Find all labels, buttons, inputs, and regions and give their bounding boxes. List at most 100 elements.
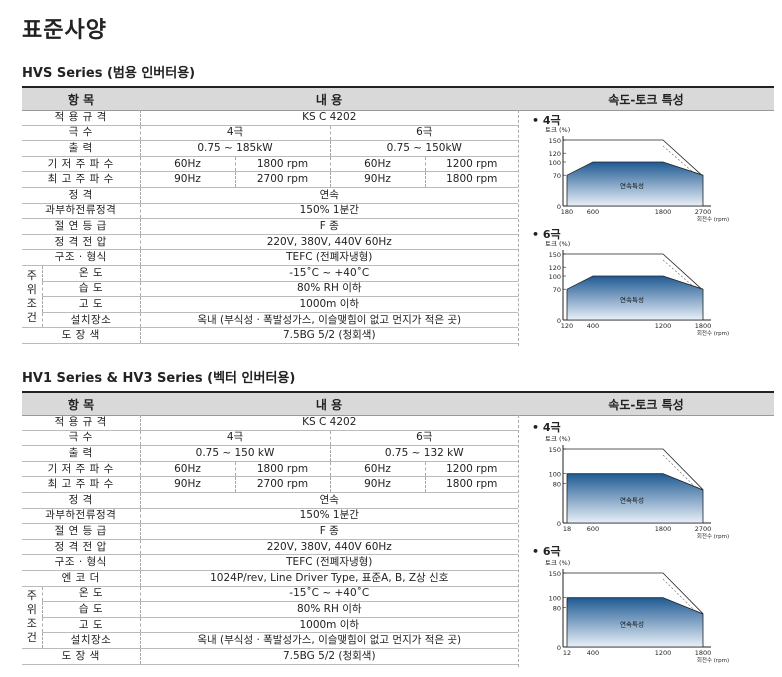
row-label: 도 장 색 [22,327,141,344]
cell-value: 60Hz [330,461,426,478]
row-value: TEFC (전폐자냉형) [140,249,519,266]
row-label: 온 도 [42,265,141,282]
x-axis-unit: 회전수 (rpm) [697,215,729,223]
table-row: 과부하전류정격 150% 1분간 [22,508,519,525]
header-chart: 속도-토크 특성 [608,398,684,412]
side-char: 조 [26,296,37,310]
y-axis-label: 토크 (%) [545,435,570,443]
row-label: 최 고 주 파 수 [22,171,141,188]
header-content: 내 용 [315,398,343,412]
y-tick-label: 150 [549,446,561,454]
cell-6pole: 0.75 ~ 150kW [330,140,519,157]
row-value: 150% 1분간 [140,203,519,220]
y-tick-label: 100 [549,471,561,479]
max-torque-line [563,448,704,490]
y-tick-label: 150 [549,251,561,259]
cell-value: 90Hz [330,171,426,188]
y-tick-label: 70 [553,172,561,180]
row-value: KS C 4202 [140,415,519,431]
row-label: 기 저 주 파 수 [22,461,141,478]
cell-value: 1200 rpm [425,461,519,478]
x-tick-label: 1800 [655,208,672,216]
row-value: -15˚C ~ +40˚C [140,586,519,603]
section-title-hv1-hv3: HV1 Series & HV3 Series (벡터 인버터용) [22,371,296,386]
row-label: 출 력 [22,140,141,157]
y-axis-label: 토크 (%) [545,559,570,567]
cell-4pole: 0.75 ~ 150 kW [140,445,331,462]
row-label: 최 고 주 파 수 [22,476,141,493]
table-row: 극 수 4극 6극 [22,430,519,447]
row-label: 온 도 [42,586,141,603]
row-label: 출 력 [22,445,141,462]
y-axis-label: 토크 (%) [545,126,570,134]
section-title-hvs: HVS Series (범용 인버터용) [22,66,196,81]
y-tick-label: 0 [557,520,561,528]
x-axis-unit: 회전수 (rpm) [697,329,729,337]
table-row: 도 장 색 7.5BG 5/2 (청회색) [22,327,519,344]
table-row: 고 도 1000m 이하 [22,296,519,313]
side-char: 위 [26,282,37,296]
x-tick-label: 1800 [695,649,712,657]
cell-6pole: 6극 [330,430,519,447]
x-tick-label: 1200 [655,322,672,330]
max-torque-line [563,139,704,177]
y-tick-label: 80 [553,481,561,489]
table-row: 기 저 주 파 수 60Hz 1800 rpm 60Hz 1200 rpm [22,461,519,478]
row-label: 적 용 규 격 [22,415,141,431]
row-value: 옥내 (부식성 · 폭발성가스, 이슬맺힘이 없고 먼지가 적은 곳) [140,632,519,649]
y-tick-label: 100 [549,159,561,167]
row-label: 정 격 [22,492,141,509]
table-row: 주 위 조 건 온 도 -15˚C ~ +40˚C [22,265,519,329]
row-label: 정 격 전 압 [22,234,141,251]
table-row: 최 고 주 파 수 90Hz 2700 rpm 90Hz 1800 rpm [22,171,519,188]
cell-value: 2700 rpm [235,171,331,188]
row-label: 정 격 전 압 [22,539,141,556]
x-tick-label: 1800 [655,525,672,533]
table-row: 최 고 주 파 수 90Hz 2700 rpm 90Hz 1800 rpm [22,476,519,493]
cell-value: 90Hz [330,476,426,493]
side-char: 위 [26,603,37,617]
row-label: 고 도 [42,617,141,634]
x-tick-label: 12 [563,649,571,657]
cell-value: 1800 rpm [235,461,331,478]
y-tick-label: 120 [549,264,561,272]
row-value: F 종 [140,218,519,235]
header-chart: 속도-토크 특성 [608,93,684,107]
row-value: 1000m 이하 [140,617,519,634]
x-tick-label: 2700 [695,525,712,533]
row-value: 1024P/rev, Line Driver Type, 표준A, B, Z상 … [140,570,519,587]
row-label: 습 도 [42,601,141,618]
env-side-label: 주 위 조 건 [22,586,43,649]
cell-value: 90Hz [140,171,236,188]
table-row: 도 장 색 7.5BG 5/2 (청회색) [22,648,519,665]
max-torque-line [563,572,704,614]
row-label: 엔 코 더 [22,570,141,587]
row-value: 7.5BG 5/2 (청회색) [140,648,519,665]
cell-6pole: 0.75 ~ 132 kW [330,445,519,462]
row-value: 80% RH 이하 [140,281,519,298]
table-row: 정 격 전 압 220V, 380V, 440V 60Hz [22,539,519,556]
row-value: -15˚C ~ +40˚C [140,265,519,282]
chart-caption: • 6극 [532,545,561,558]
row-label: 설치장소 [42,312,141,329]
table-header: 항 목 내 용 속도-토크 특성 [22,391,774,416]
region-label: 연속특성 [620,495,644,504]
row-label: 절 연 등 급 [22,218,141,235]
cell-value: 60Hz [140,156,236,173]
table-row: 설치장소 옥내 (부식성 · 폭발성가스, 이슬맺힘이 없고 먼지가 적은 곳) [22,312,519,329]
table-header: 항 목 내 용 속도-토크 특성 [22,86,774,111]
chart-caption: • 6극 [532,228,561,241]
chart-column: • 4극 토크 (%) 150 100 80 0 연속특성 18 600 1800 2700 회전수… [518,415,775,667]
x-tick-label: 600 [587,525,599,533]
cell-value: 1800 rpm [425,476,519,493]
spec-table: 적 용 규 격 KS C 4202 극 수 4극 6극 출 력 0.75 ~ 185kW… [22,110,519,344]
cell-value: 1800 rpm [235,156,331,173]
x-tick-label: 1800 [695,322,712,330]
x-tick-label: 400 [587,649,599,657]
x-tick-label: 1200 [655,649,672,657]
table-row: 주 위 조 건 온 도 -15˚C ~ +40˚C [22,586,519,649]
table-row: 구조 · 형식 TEFC (전폐자냉형) [22,554,519,571]
